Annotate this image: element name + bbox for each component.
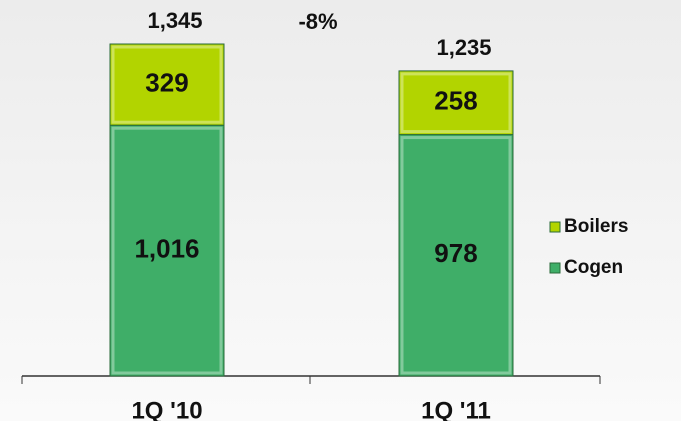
total-label: 1,345 xyxy=(147,8,202,33)
bar-bevel xyxy=(111,45,223,124)
bar-segment xyxy=(398,70,514,136)
legend-label: Boilers xyxy=(564,216,628,237)
total-label: 1,235 xyxy=(436,35,491,60)
bar-segment xyxy=(109,124,225,377)
x-tick-label: 1Q '10 xyxy=(131,397,202,421)
bar-bevel xyxy=(400,72,512,134)
data-label: 258 xyxy=(434,86,477,116)
legend-label: Cogen xyxy=(564,257,623,278)
legend-swatch xyxy=(549,221,561,233)
data-label: 329 xyxy=(145,67,188,97)
x-tick-label: 1Q '11 xyxy=(421,397,491,421)
bar-bevel xyxy=(111,126,223,375)
bar-segment xyxy=(109,43,225,126)
annotation: -8% xyxy=(298,9,337,34)
data-label: 1,016 xyxy=(134,233,199,263)
bar-bevel xyxy=(400,136,512,375)
data-label: 978 xyxy=(434,238,477,268)
bar-segment xyxy=(398,134,514,377)
legend-swatch xyxy=(549,262,561,274)
